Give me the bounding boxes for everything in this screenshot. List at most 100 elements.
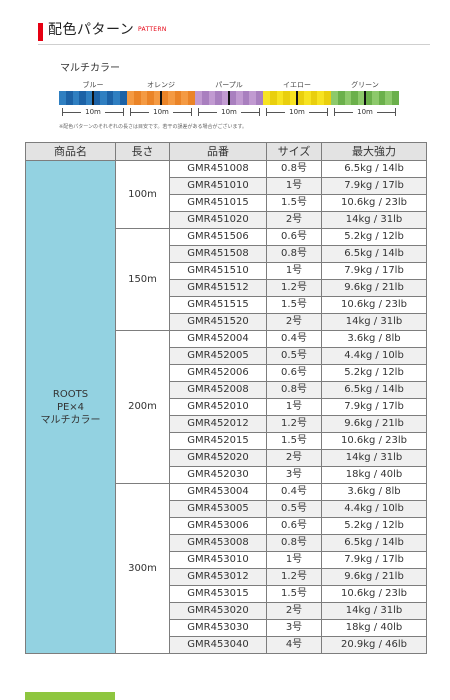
strength-cell: 10.6kg / 23lb: [321, 296, 427, 314]
part-number-cell: GMR453015: [169, 585, 267, 603]
size-cell: 2号: [266, 449, 322, 467]
color-name-0: ブルー: [82, 81, 104, 89]
color-name-4: グリーン: [351, 81, 379, 89]
size-cell: 1.2号: [266, 415, 322, 433]
part-number-cell: GMR452012: [169, 415, 267, 433]
table-row: GMR452008 0.8号 6.5kg / 14lb: [26, 381, 427, 399]
part-number-cell: GMR452005: [169, 347, 267, 365]
segment-center-mark: [228, 91, 230, 105]
table-row: GMR451512 1.2号 9.6kg / 21lb: [26, 279, 427, 297]
size-cell: 3号: [266, 619, 322, 637]
size-cell: 2号: [266, 211, 322, 229]
segment-center-mark: [296, 91, 298, 105]
table-row: GMR453008 0.8号 6.5kg / 14lb: [26, 534, 427, 552]
strength-cell: 20.9kg / 46lb: [321, 636, 427, 654]
strength-cell: 4.4kg / 10lb: [321, 347, 427, 365]
part-number-cell: GMR451520: [169, 313, 267, 331]
segment-length-label: 10m: [285, 107, 309, 117]
part-number-cell: GMR453005: [169, 500, 267, 518]
product-name-line: マルチカラー: [40, 414, 101, 426]
segment-center-mark: [364, 91, 366, 105]
strength-cell: 18kg / 40lb: [321, 466, 427, 484]
strength-cell: 7.9kg / 17lb: [321, 262, 427, 280]
table-row: GMR453040 4号 20.9kg / 46lb: [26, 636, 427, 654]
size-cell: 1号: [266, 551, 322, 569]
size-cell: 0.6号: [266, 364, 322, 382]
part-number-cell: GMR451015: [169, 194, 267, 212]
part-number-cell: GMR453020: [169, 602, 267, 620]
length-cell: 100m: [115, 160, 170, 229]
part-number-cell: GMR453030: [169, 619, 267, 637]
color-name-1: オレンジ: [147, 81, 175, 89]
part-number-cell: GMR451512: [169, 279, 267, 297]
color-segment: [331, 91, 399, 105]
size-cell: 4号: [266, 636, 322, 654]
part-number-cell: GMR453008: [169, 534, 267, 552]
table-row: GMR453010 1号 7.9kg / 17lb: [26, 551, 427, 569]
product-name-line: ROOTS: [52, 388, 89, 400]
strength-cell: 14kg / 31lb: [321, 313, 427, 331]
length-tick: [191, 108, 192, 116]
size-cell: 2号: [266, 313, 322, 331]
section-header: 配色パターン PATTERN: [0, 0, 450, 50]
table-row: GMR453005 0.5号 4.4kg / 10lb: [26, 500, 427, 518]
strength-cell: 9.6kg / 21lb: [321, 415, 427, 433]
segment-length-row: 10m 10m 10m 10m 10m: [59, 107, 399, 117]
size-cell: 1.5号: [266, 585, 322, 603]
length-cell: 300m: [115, 483, 170, 654]
strength-cell: 14kg / 31lb: [321, 211, 427, 229]
header-length: 長さ: [115, 142, 170, 161]
product-color-swatch: [25, 692, 115, 700]
segment-length-marker: 10m: [263, 107, 331, 117]
part-number-cell: GMR452010: [169, 398, 267, 416]
size-cell: 0.8号: [266, 534, 322, 552]
strength-cell: 4.4kg / 10lb: [321, 500, 427, 518]
part-number-cell: GMR452004: [169, 330, 267, 348]
table-row: GMR451010 1号 7.9kg / 17lb: [26, 177, 427, 195]
color-name-3: イエロー: [283, 81, 311, 89]
size-cell: 1.5号: [266, 194, 322, 212]
part-number-cell: GMR451510: [169, 262, 267, 280]
part-number-cell: GMR451515: [169, 296, 267, 314]
color-segment: [263, 91, 331, 105]
table-row: GMR452010 1号 7.9kg / 17lb: [26, 398, 427, 416]
part-number-cell: GMR452015: [169, 432, 267, 450]
size-cell: 1号: [266, 398, 322, 416]
part-number-cell: GMR451010: [169, 177, 267, 195]
strength-cell: 7.9kg / 17lb: [321, 551, 427, 569]
table-row: GMR451515 1.5号 10.6kg / 23lb: [26, 296, 427, 314]
part-number-cell: GMR451020: [169, 211, 267, 229]
part-number-cell: GMR451506: [169, 228, 267, 246]
strength-cell: 6.5kg / 14lb: [321, 245, 427, 263]
table-row: GMR452012 1.2号 9.6kg / 21lb: [26, 415, 427, 433]
part-number-cell: GMR453006: [169, 517, 267, 535]
size-cell: 0.5号: [266, 500, 322, 518]
product-name-line: PE×4: [56, 401, 85, 413]
table-row: ROOTS PE×4 マルチカラー 100m GMR451008 0.8号 6.5kg / …: [25, 160, 427, 654]
color-segment: [127, 91, 195, 105]
strength-cell: 14kg / 31lb: [321, 602, 427, 620]
length-tick: [327, 108, 328, 116]
size-cell: 0.4号: [266, 483, 322, 501]
part-number-cell: GMR452020: [169, 449, 267, 467]
table-row: 200m GMR452004 0.4号 3.6kg / 8lb: [26, 330, 427, 484]
size-cell: 0.8号: [266, 381, 322, 399]
header-part-number: 品番: [169, 142, 267, 161]
part-number-cell: GMR452030: [169, 466, 267, 484]
length-tick: [130, 108, 131, 116]
size-cell: 1.5号: [266, 296, 322, 314]
size-cell: 2号: [266, 602, 322, 620]
table-row: GMR452005 0.5号 4.4kg / 10lb: [26, 347, 427, 365]
part-number-cell: GMR453040: [169, 636, 267, 654]
strength-cell: 5.2kg / 12lb: [321, 228, 427, 246]
part-number-cell: GMR451008: [169, 160, 267, 178]
strength-cell: 7.9kg / 17lb: [321, 398, 427, 416]
strength-cell: 14kg / 31lb: [321, 449, 427, 467]
pattern-note: ※配色パターンのそれぞれの長さは目安です。若干の誤差がある場合がございます。: [59, 124, 247, 130]
segment-length-label: 10m: [149, 107, 173, 117]
part-number-cell: GMR453012: [169, 568, 267, 586]
color-pattern-strip: [59, 91, 399, 105]
size-cell: 0.5号: [266, 347, 322, 365]
size-cell: 1.5号: [266, 432, 322, 450]
strength-cell: 6.5kg / 14lb: [321, 160, 427, 178]
